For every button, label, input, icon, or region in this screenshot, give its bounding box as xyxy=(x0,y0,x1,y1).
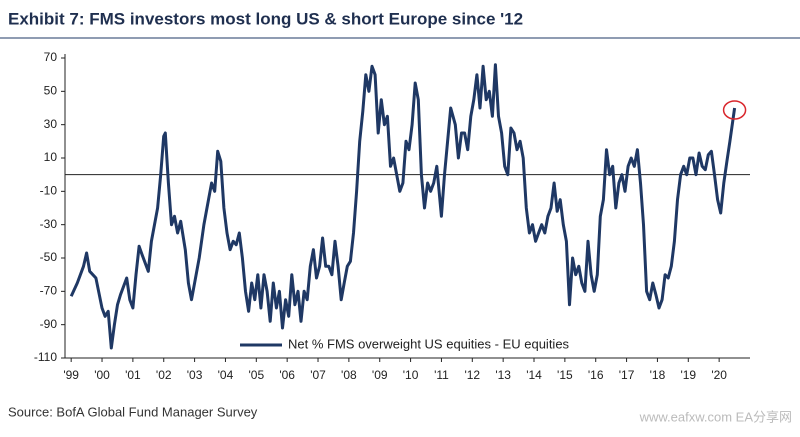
x-tick-label: '02 xyxy=(156,368,172,382)
x-tick-label: '16 xyxy=(588,368,604,382)
y-tick-label: -110 xyxy=(34,350,57,364)
data-line xyxy=(69,63,737,350)
x-tick-label: '08 xyxy=(341,368,357,382)
highlight-circle xyxy=(722,100,747,120)
y-tick-label: 30 xyxy=(44,117,58,131)
source: Source: BofA Global Fund Manager Survey xyxy=(8,404,258,419)
x-tick-label: '03 xyxy=(187,368,203,382)
x-tick-label: '20 xyxy=(711,368,727,382)
x-tick-label: '17 xyxy=(619,368,635,382)
y-tick-label: -10 xyxy=(40,184,58,198)
y-tick-label: -70 xyxy=(40,284,58,298)
x-tick-label: '18 xyxy=(650,368,666,382)
x-tick-label: '19 xyxy=(680,368,696,382)
x-tick-label: '09 xyxy=(372,368,388,382)
x-tick-label: '99 xyxy=(63,368,79,382)
y-tick-label: 70 xyxy=(44,50,58,64)
y-tick-label: 10 xyxy=(44,150,58,164)
x-tick-label: '14 xyxy=(526,368,542,382)
x-tick-label: '07 xyxy=(310,368,326,382)
y-tick-label: 50 xyxy=(44,84,58,98)
y-tick-label: -50 xyxy=(40,250,58,264)
x-tick-label: '00 xyxy=(94,368,110,382)
chart-title: Exhibit 7: FMS investors most long US & … xyxy=(8,9,523,28)
watermark: www.eafxw.com EA分享网 xyxy=(639,409,792,424)
x-tick-label: '15 xyxy=(557,368,573,382)
x-tick-label: '13 xyxy=(495,368,511,382)
legend-label: Net % FMS overweight US equities - EU eq… xyxy=(288,336,570,351)
x-tick-label: '10 xyxy=(403,368,419,382)
x-tick-label: '04 xyxy=(218,368,234,382)
x-tick-label: '12 xyxy=(464,368,480,382)
x-tick-label: '05 xyxy=(248,368,264,382)
y-tick-label: -30 xyxy=(40,217,58,231)
y-tick-label: -90 xyxy=(40,317,58,331)
x-tick-label: '01 xyxy=(125,368,141,382)
x-tick-label: '06 xyxy=(279,368,295,382)
x-tick-label: '11 xyxy=(434,368,449,382)
